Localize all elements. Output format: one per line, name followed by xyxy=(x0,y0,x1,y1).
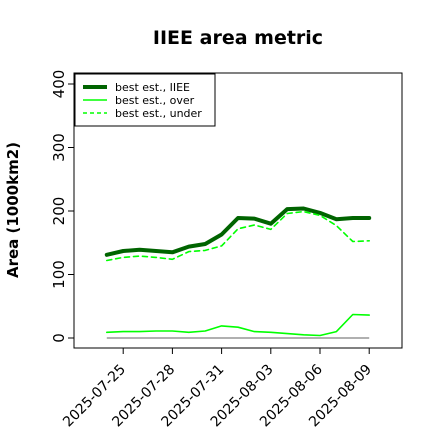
legend-label-1: best est., over xyxy=(115,94,195,107)
series-line-0 xyxy=(104,206,372,257)
y-axis-label: Area (1000km2) xyxy=(4,142,22,278)
series-line-1 xyxy=(106,313,371,337)
y-tick-label-200: 200 xyxy=(50,197,68,226)
legend-label-0: best est., IIEE xyxy=(115,81,190,94)
series-layer xyxy=(104,206,372,339)
chart-title: IIEE area metric xyxy=(153,27,323,49)
legend-label-2: best est., under xyxy=(115,107,202,120)
y-tick-label-300: 300 xyxy=(50,133,68,162)
y-tick-label-100: 100 xyxy=(50,260,68,289)
y-tick-label-400: 400 xyxy=(50,70,68,99)
series-line-2 xyxy=(106,210,371,262)
y-tick-label-0: 0 xyxy=(50,333,68,343)
